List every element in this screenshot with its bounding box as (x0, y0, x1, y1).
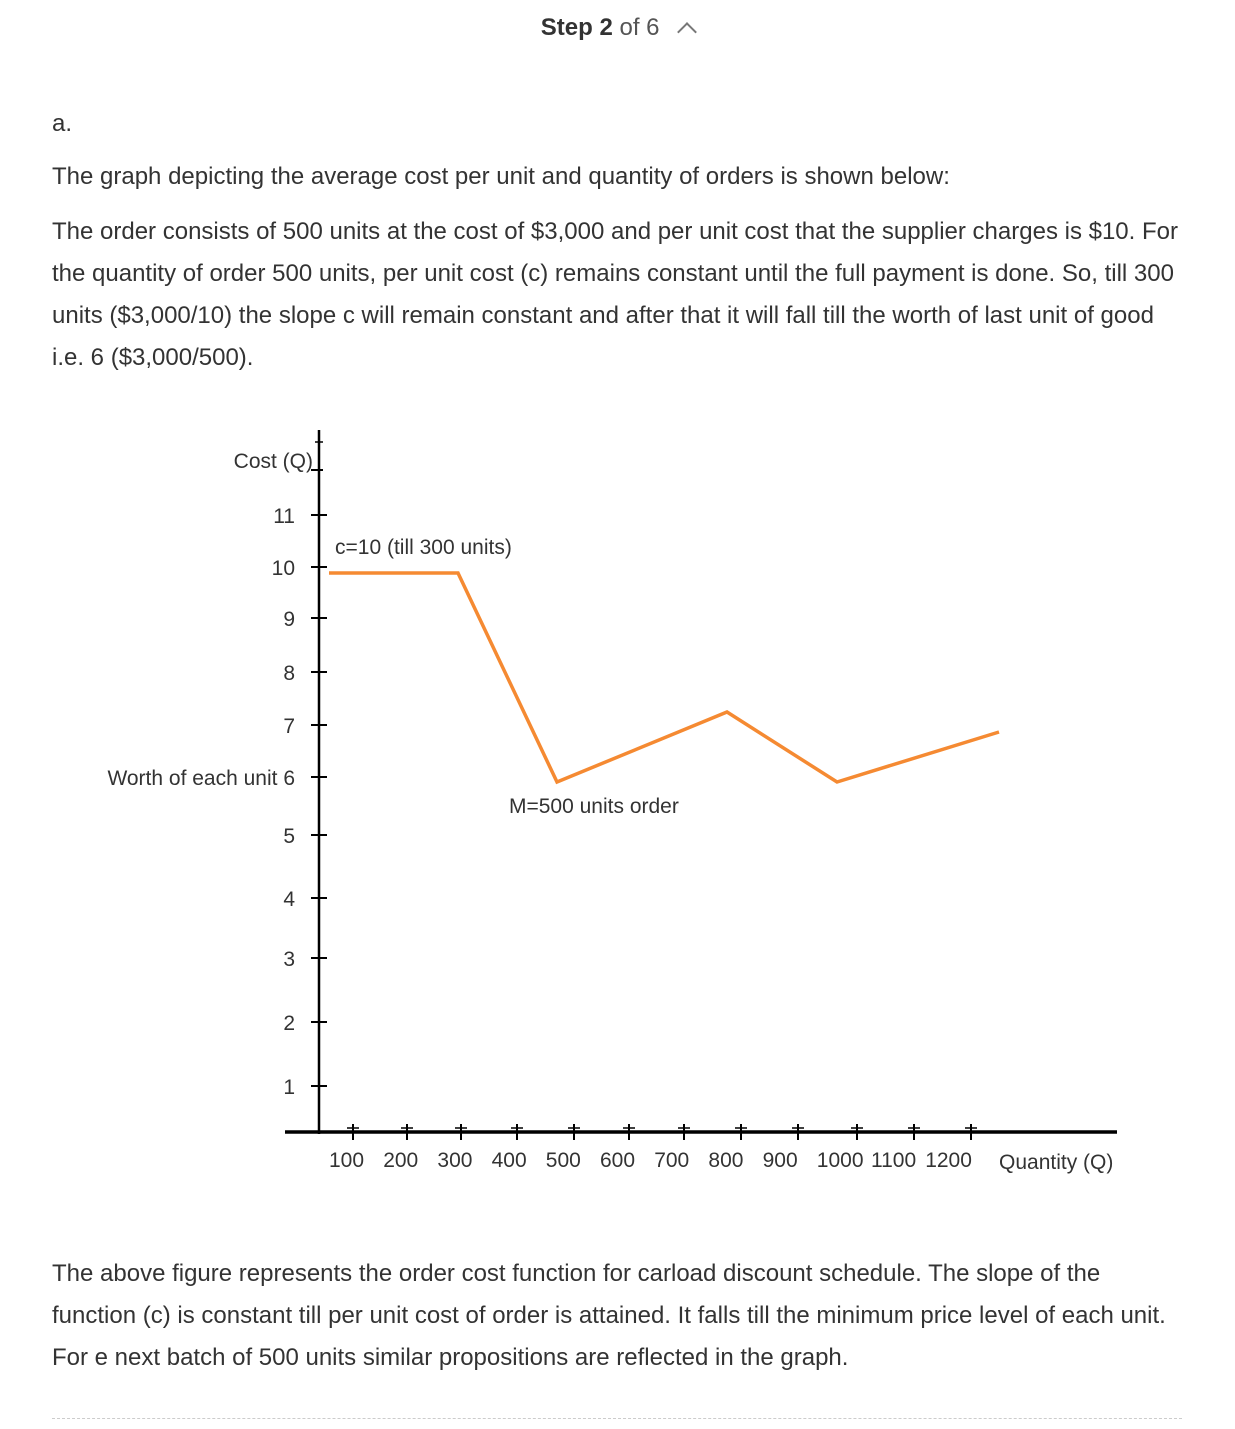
y-tick-label: 11 (273, 505, 295, 528)
x-tick-label: 600 (600, 1149, 635, 1172)
x-tick-label: 900 (763, 1149, 798, 1172)
x-tick-label: 100 (329, 1149, 364, 1172)
step-label: Step 2 (540, 14, 613, 41)
y-axis-label: Cost (Q) (234, 450, 313, 473)
x-tick-label: 1000 (817, 1149, 864, 1172)
x-tick-label: 200 (383, 1149, 418, 1172)
x-axis-label: Quantity (Q) (999, 1151, 1113, 1174)
y-tick-label: 8 (283, 662, 295, 685)
x-tick-label: 700 (654, 1149, 689, 1172)
x-tick-label: 300 (437, 1149, 472, 1172)
cost-chart: 1 2 3 4 5 Worth of each unit 6 7 8 9 10 11 Cost (Q)… (107, 430, 1117, 1174)
x-tick-label: 400 (492, 1149, 527, 1172)
annotation-order-size: M=500 units order (509, 795, 679, 818)
x-tick-label: 500 (546, 1149, 581, 1172)
x-tick-label: 1200 (925, 1149, 972, 1172)
y-tick-label: 5 (283, 825, 295, 848)
y-tick-label: 1 (283, 1076, 295, 1099)
explanation-paragraph: The order consists of 500 units at the c… (52, 218, 1178, 371)
x-tick-label: 1100 (871, 1149, 916, 1172)
x-tick-label: 800 (708, 1149, 743, 1172)
annotation-constant-cost: c=10 (till 300 units) (335, 536, 512, 559)
step-header: Step 2 of 6 (0, 14, 1235, 42)
y-tick-label: 4 (283, 888, 295, 911)
intro-paragraph: The graph depicting the average cost per… (52, 163, 950, 190)
section-divider (52, 1418, 1182, 1419)
y-tick-label: 10 (272, 557, 295, 580)
chevron-up-icon[interactable] (677, 22, 698, 42)
part-label: a. (52, 110, 73, 137)
conclusion-paragraph: The above figure represents the order co… (52, 1260, 1166, 1371)
cost-chart-figure: 1 2 3 4 5 Worth of each unit 6 7 8 9 10 11 Cost (Q)… (57, 392, 1164, 1202)
cost-series-line (329, 571, 1000, 785)
y-tick-label: Worth of each unit 6 (107, 767, 295, 790)
step-of-label: of 6 (619, 14, 660, 41)
y-tick-label: 3 (283, 948, 295, 971)
y-tick-label: 7 (283, 715, 295, 738)
y-tick-label: 2 (283, 1012, 295, 1035)
y-tick-label: 9 (283, 608, 295, 631)
